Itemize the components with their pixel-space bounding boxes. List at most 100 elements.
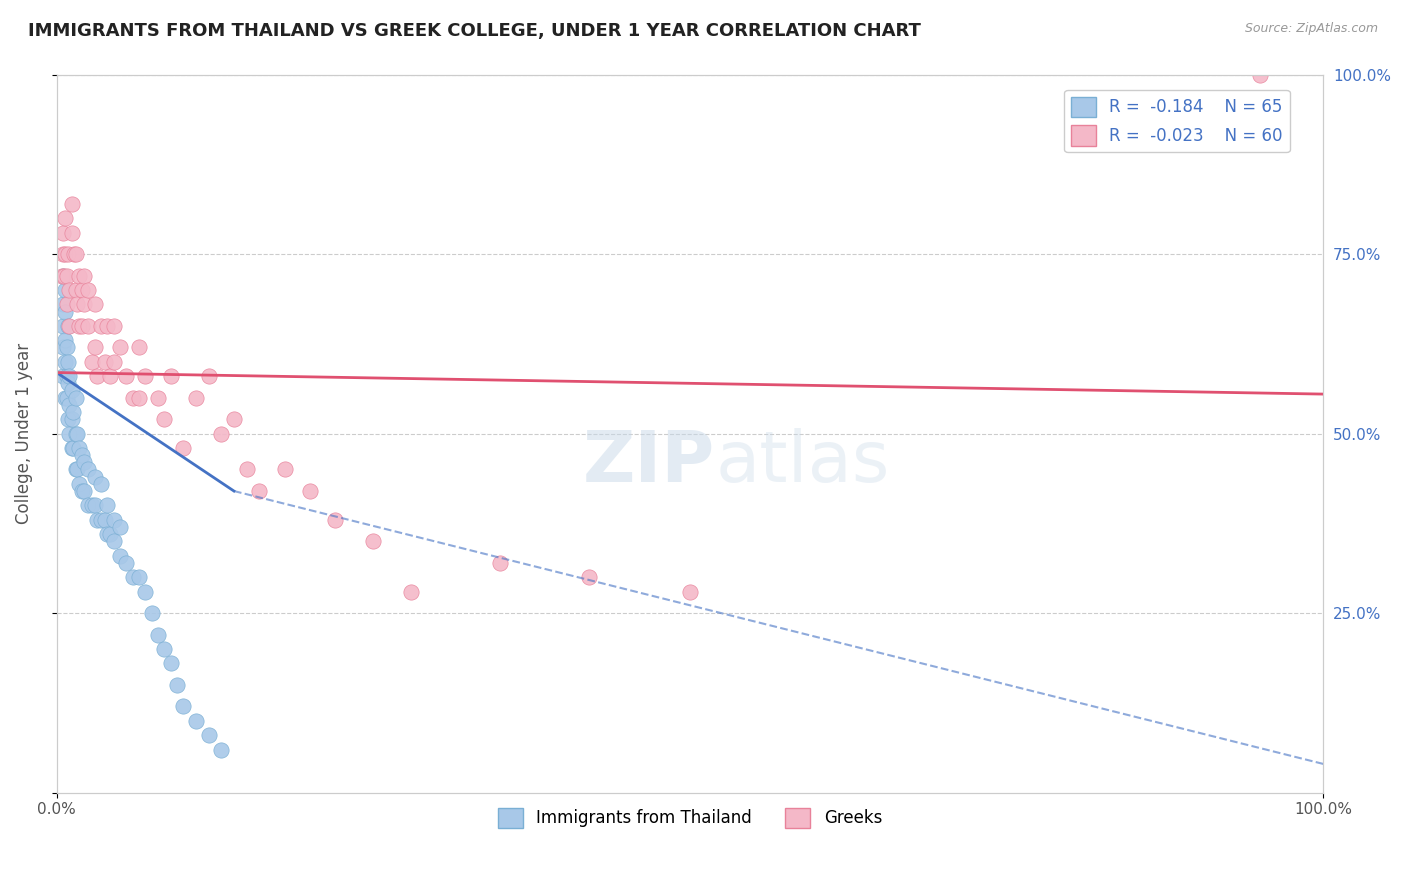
Point [98,527,121,541]
Point [103,318,125,333]
Point [58,426,80,441]
Point [121,570,143,584]
Point [58,318,80,333]
Point [62,405,84,419]
Point [103,513,125,527]
Point [96,527,118,541]
Point [77,462,100,476]
Point [51,268,73,283]
Point [77,318,100,333]
Point [184,391,207,405]
Point [1249,68,1271,82]
Text: IMMIGRANTS FROM THAILAND VS GREEK COLLEGE, UNDER 1 YEAR CORRELATION CHART: IMMIGRANTS FROM THAILAND VS GREEK COLLEG… [28,22,921,40]
Point [55,369,77,384]
Point [103,534,125,549]
Point [58,398,80,412]
Point [60,196,83,211]
Point [73,483,96,498]
Point [52,369,75,384]
Point [121,391,143,405]
Point [146,628,169,642]
Point [128,570,150,584]
Point [489,556,512,570]
Point [52,340,75,354]
Point [134,369,156,384]
Point [235,462,257,476]
Point [55,304,77,318]
Point [60,384,83,398]
Text: atlas: atlas [716,428,890,497]
Point [66,426,89,441]
Point [60,441,83,455]
Point [56,412,79,426]
Point [73,297,96,311]
Point [67,441,90,455]
Point [93,513,115,527]
Point [83,297,105,311]
Point [222,412,245,426]
Point [55,333,77,347]
Point [70,483,93,498]
Point [153,642,176,657]
Point [141,606,163,620]
Point [108,549,131,563]
Point [55,211,77,226]
Point [209,742,232,756]
Point [108,340,131,354]
Point [197,728,219,742]
Point [65,283,87,297]
Point [146,391,169,405]
Point [73,455,96,469]
Point [323,513,346,527]
Point [83,469,105,483]
Legend: Immigrants from Thailand, Greeks: Immigrants from Thailand, Greeks [491,801,889,835]
Point [90,318,112,333]
Point [70,318,93,333]
Point [77,283,100,297]
Point [52,268,75,283]
Point [172,699,194,714]
Point [98,369,121,384]
Point [159,657,181,671]
Point [55,297,77,311]
Point [80,355,103,369]
Point [52,297,75,311]
Point [128,391,150,405]
Point [83,499,105,513]
Point [108,520,131,534]
Point [65,462,87,476]
Point [65,426,87,441]
Point [197,369,219,384]
Point [172,441,194,455]
Point [52,226,75,240]
Point [60,226,83,240]
Point [56,318,79,333]
Point [55,283,77,297]
Point [62,441,84,455]
Text: Source: ZipAtlas.com: Source: ZipAtlas.com [1244,22,1378,36]
Point [55,391,77,405]
Text: ZIP: ZIP [583,428,716,497]
Point [679,584,702,599]
Y-axis label: College, Under 1 year: College, Under 1 year [15,343,32,524]
Point [65,391,87,405]
Point [67,268,90,283]
Point [247,483,270,498]
Point [58,369,80,384]
Point [401,584,423,599]
Point [273,462,295,476]
Point [298,483,321,498]
Point [55,268,77,283]
Point [209,426,232,441]
Point [67,318,90,333]
Point [52,247,75,261]
Point [60,412,83,426]
Point [159,369,181,384]
Point [66,297,89,311]
Point [66,462,89,476]
Point [103,355,125,369]
Point [153,412,176,426]
Point [115,556,138,570]
Point [166,678,188,692]
Point [55,247,77,261]
